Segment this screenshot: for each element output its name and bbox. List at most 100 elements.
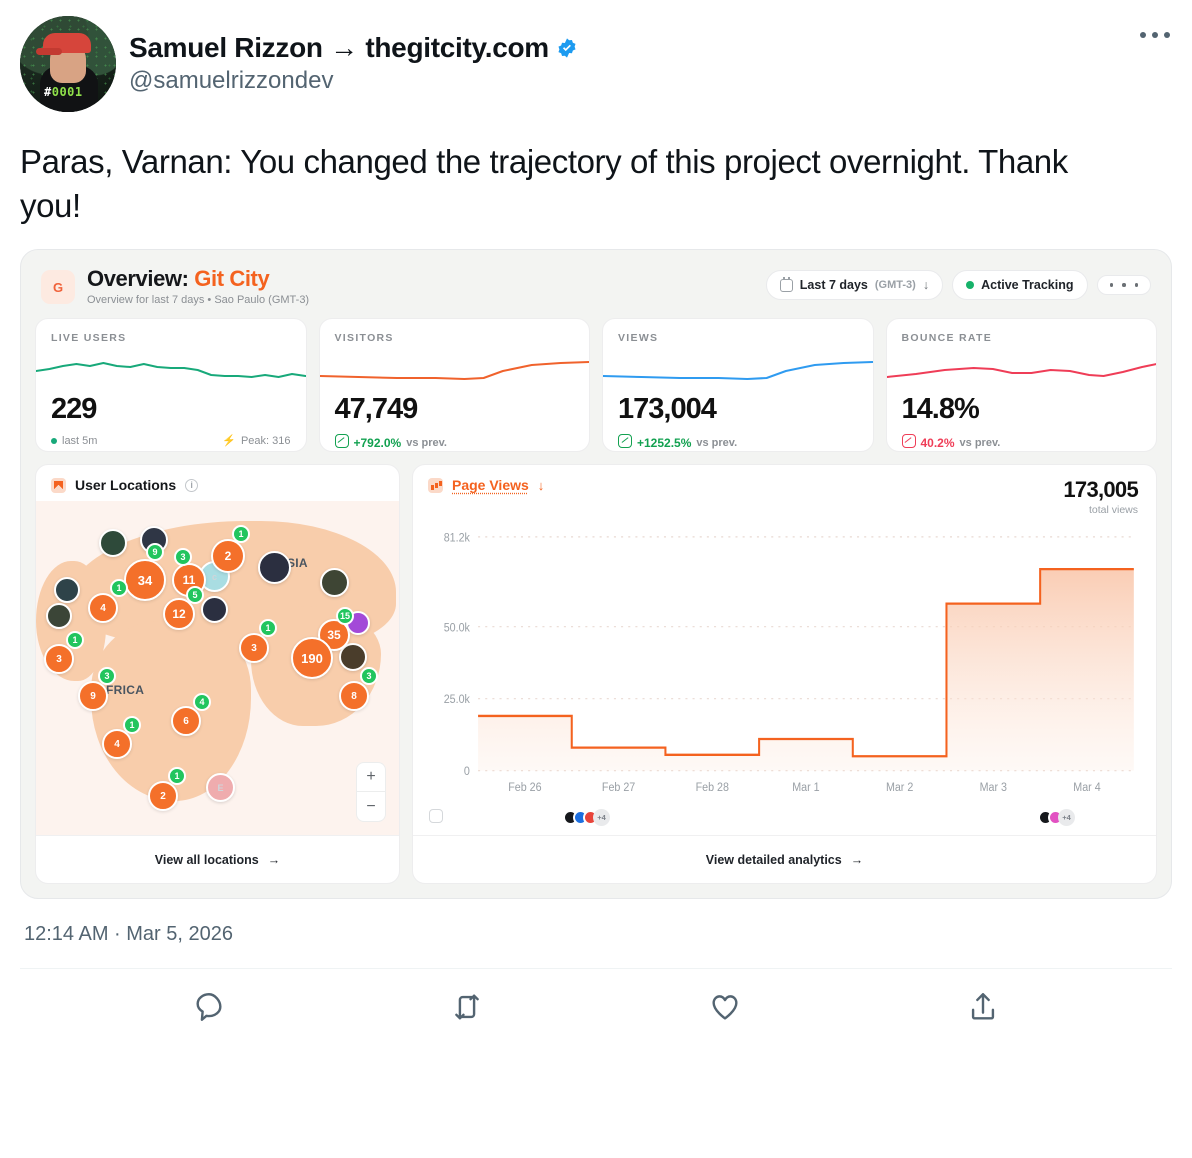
zoom-out-button[interactable]: −: [366, 797, 376, 815]
map-bubble[interactable]: 2: [211, 539, 245, 574]
user-avatar-marker[interactable]: E: [206, 773, 235, 803]
kpi-value: 47,749: [334, 393, 419, 426]
reply-icon[interactable]: [185, 983, 233, 1031]
kpi-change-note: vs prev.: [959, 436, 1001, 449]
retweet-icon[interactable]: [443, 983, 491, 1031]
tracking-status-badge[interactable]: Active Tracking: [952, 270, 1088, 301]
display-name: Samuel Rizzon → thegitcity.com: [129, 32, 549, 63]
visitor-avatar-stack[interactable]: +4: [563, 809, 610, 827]
tracking-status-label: Active Tracking: [981, 278, 1074, 293]
title-prefix: Overview:: [87, 266, 189, 292]
chart-title[interactable]: Page Views: [452, 477, 529, 494]
map-bubble-badge: 3: [174, 548, 192, 567]
display-name-row: Samuel Rizzon → thegitcity.com: [129, 32, 578, 64]
map-bubble-badge: 1: [259, 619, 277, 638]
like-icon[interactable]: [701, 983, 749, 1031]
page-views-chart[interactable]: 0 25.0k 50.0k 81.2k Feb 26 Feb 27 Feb 28 Mar 1 M…: [413, 516, 1156, 805]
world-map[interactable]: ASIA FRICA c E 2 1 34 9 11 3 4 1 12 5 3 1 9 3 3 1 35 1: [36, 501, 399, 836]
map-bubble-badge: 15: [336, 607, 354, 626]
user-avatar-marker[interactable]: [201, 596, 228, 624]
map-bubble-badge: 9: [146, 543, 164, 562]
avatar-number-value: 0001: [51, 85, 83, 99]
handle: @samuelrizzondev: [129, 67, 334, 95]
kpi-row: LIVE USERS 229 last 5m ⚡ Peak: 316: [35, 318, 1157, 453]
chart-xtick-label: Mar 1: [792, 782, 819, 795]
kpi-footer: +792.0% vs prev.: [334, 434, 575, 451]
dashboard-subtitle: Overview for last 7 days • Sao Paulo (GM…: [87, 294, 310, 307]
tweet-text: Paras, Varnan: You changed the trajector…: [20, 143, 1068, 224]
user-avatar-marker[interactable]: [99, 529, 127, 558]
chart-xtick-label: Feb 26: [508, 782, 541, 795]
kpi-change-note: vs prev.: [696, 436, 738, 449]
map-bubble[interactable]: 3: [44, 644, 74, 675]
chart-total: 173,005 total views: [1063, 477, 1138, 516]
kpi-footer: +1252.5% vs prev.: [618, 434, 858, 451]
info-icon[interactable]: i: [185, 478, 199, 492]
avatar-number: #0001: [44, 85, 83, 99]
date-range-selector[interactable]: Last 7 days (GMT-3) ↓: [765, 270, 944, 301]
map-bubble[interactable]: 8: [339, 681, 369, 712]
kpi-card-live-users[interactable]: LIVE USERS 229 last 5m ⚡ Peak: 316: [35, 318, 307, 453]
kpi-card-visitors[interactable]: VISITORS 47,749 +792.0% vs prev.: [318, 318, 590, 453]
user-avatar-marker[interactable]: [320, 568, 349, 598]
title-accent: Git City: [194, 266, 270, 292]
date-range-label: Last 7 days: [799, 278, 868, 293]
map-bubble-badge: 5: [186, 586, 204, 605]
kpi-card-views[interactable]: VIEWS 173,004 +1252.5% vs prev.: [602, 318, 874, 453]
map-bubble[interactable]: 34: [124, 559, 166, 602]
chart-header: Page Views ↓ 173,005 total views: [413, 465, 1156, 516]
map-bubble[interactable]: 6: [171, 706, 201, 737]
map-bubble[interactable]: 3: [239, 633, 269, 664]
sparkline-visitors: [319, 351, 589, 391]
dot: [1152, 32, 1158, 38]
view-detailed-analytics-link[interactable]: View detailed analytics →: [413, 835, 1156, 883]
map-bubble[interactable]: 190: [291, 637, 333, 680]
user-avatar-marker[interactable]: [46, 603, 72, 630]
map-bubble[interactable]: 4: [102, 729, 132, 760]
map-bubble[interactable]: 2: [148, 781, 178, 812]
dot: [1109, 283, 1113, 287]
map-zoom-controls[interactable]: + −: [356, 762, 386, 823]
user-locations-panel[interactable]: User Locations i ASIA FRICA c: [35, 464, 400, 885]
kpi-foot-left: last 5m: [51, 435, 97, 447]
date-range-timezone: (GMT-3): [874, 279, 916, 292]
refresh-icon[interactable]: [429, 809, 443, 824]
avatar-hash: #: [44, 85, 52, 99]
share-icon[interactable]: [959, 983, 1007, 1031]
visitor-avatar-stack[interactable]: +4: [1038, 809, 1075, 827]
sort-descending-icon[interactable]: ↓: [537, 477, 545, 493]
avatar[interactable]: #0001: [20, 16, 116, 112]
map-bubble[interactable]: 4: [88, 593, 118, 624]
chart-xtick-label: Mar 4: [1073, 782, 1100, 795]
map-label-africa: FRICA: [106, 683, 145, 698]
page-views-panel[interactable]: Page Views ↓ 173,005 total views 0 25.0k 5…: [412, 464, 1157, 885]
kpi-card-bounce-rate[interactable]: BOUNCE RATE 14.8% 40.2% vs prev.: [885, 318, 1157, 453]
kpi-foot-label: last 5m: [62, 434, 98, 447]
dashboard-overflow-button[interactable]: [1096, 275, 1151, 295]
more-options-icon[interactable]: [1140, 32, 1170, 38]
chart-ytick-label: 50.0k: [444, 622, 470, 635]
user-avatar-marker[interactable]: [54, 577, 80, 604]
map-bubble-badge: 4: [193, 693, 211, 712]
map-bubble-badge: 1: [123, 716, 141, 735]
dot: [1134, 283, 1138, 287]
map-bubble[interactable]: 12: [163, 598, 195, 631]
verified-badge-icon: [558, 38, 576, 58]
view-all-locations-link[interactable]: View all locations →: [36, 835, 399, 883]
map-bubble-badge: 1: [168, 767, 186, 786]
dot: [1164, 32, 1170, 38]
map-bubble-badge: 1: [232, 525, 250, 544]
locations-icon: [51, 477, 66, 493]
dashboard-panels: User Locations i ASIA FRICA c: [35, 464, 1157, 885]
zoom-in-button[interactable]: +: [357, 763, 385, 793]
embedded-dashboard-card[interactable]: G Overview: Git City Overview for last 7…: [20, 249, 1172, 900]
dashboard-header: G Overview: Git City Overview for last 7…: [35, 264, 1157, 306]
chart-avatar-row: +4 +4: [413, 805, 1156, 835]
map-bubble-badge: 1: [110, 579, 128, 598]
arrow-right-icon: →: [267, 852, 281, 867]
kpi-change: +1252.5% vs prev.: [618, 434, 737, 451]
kpi-foot-right: ⚡ Peak: 316: [222, 434, 290, 448]
user-avatar-marker[interactable]: [258, 551, 291, 585]
map-bubble[interactable]: 9: [78, 681, 108, 712]
view-all-locations-label: View all locations: [154, 852, 259, 867]
